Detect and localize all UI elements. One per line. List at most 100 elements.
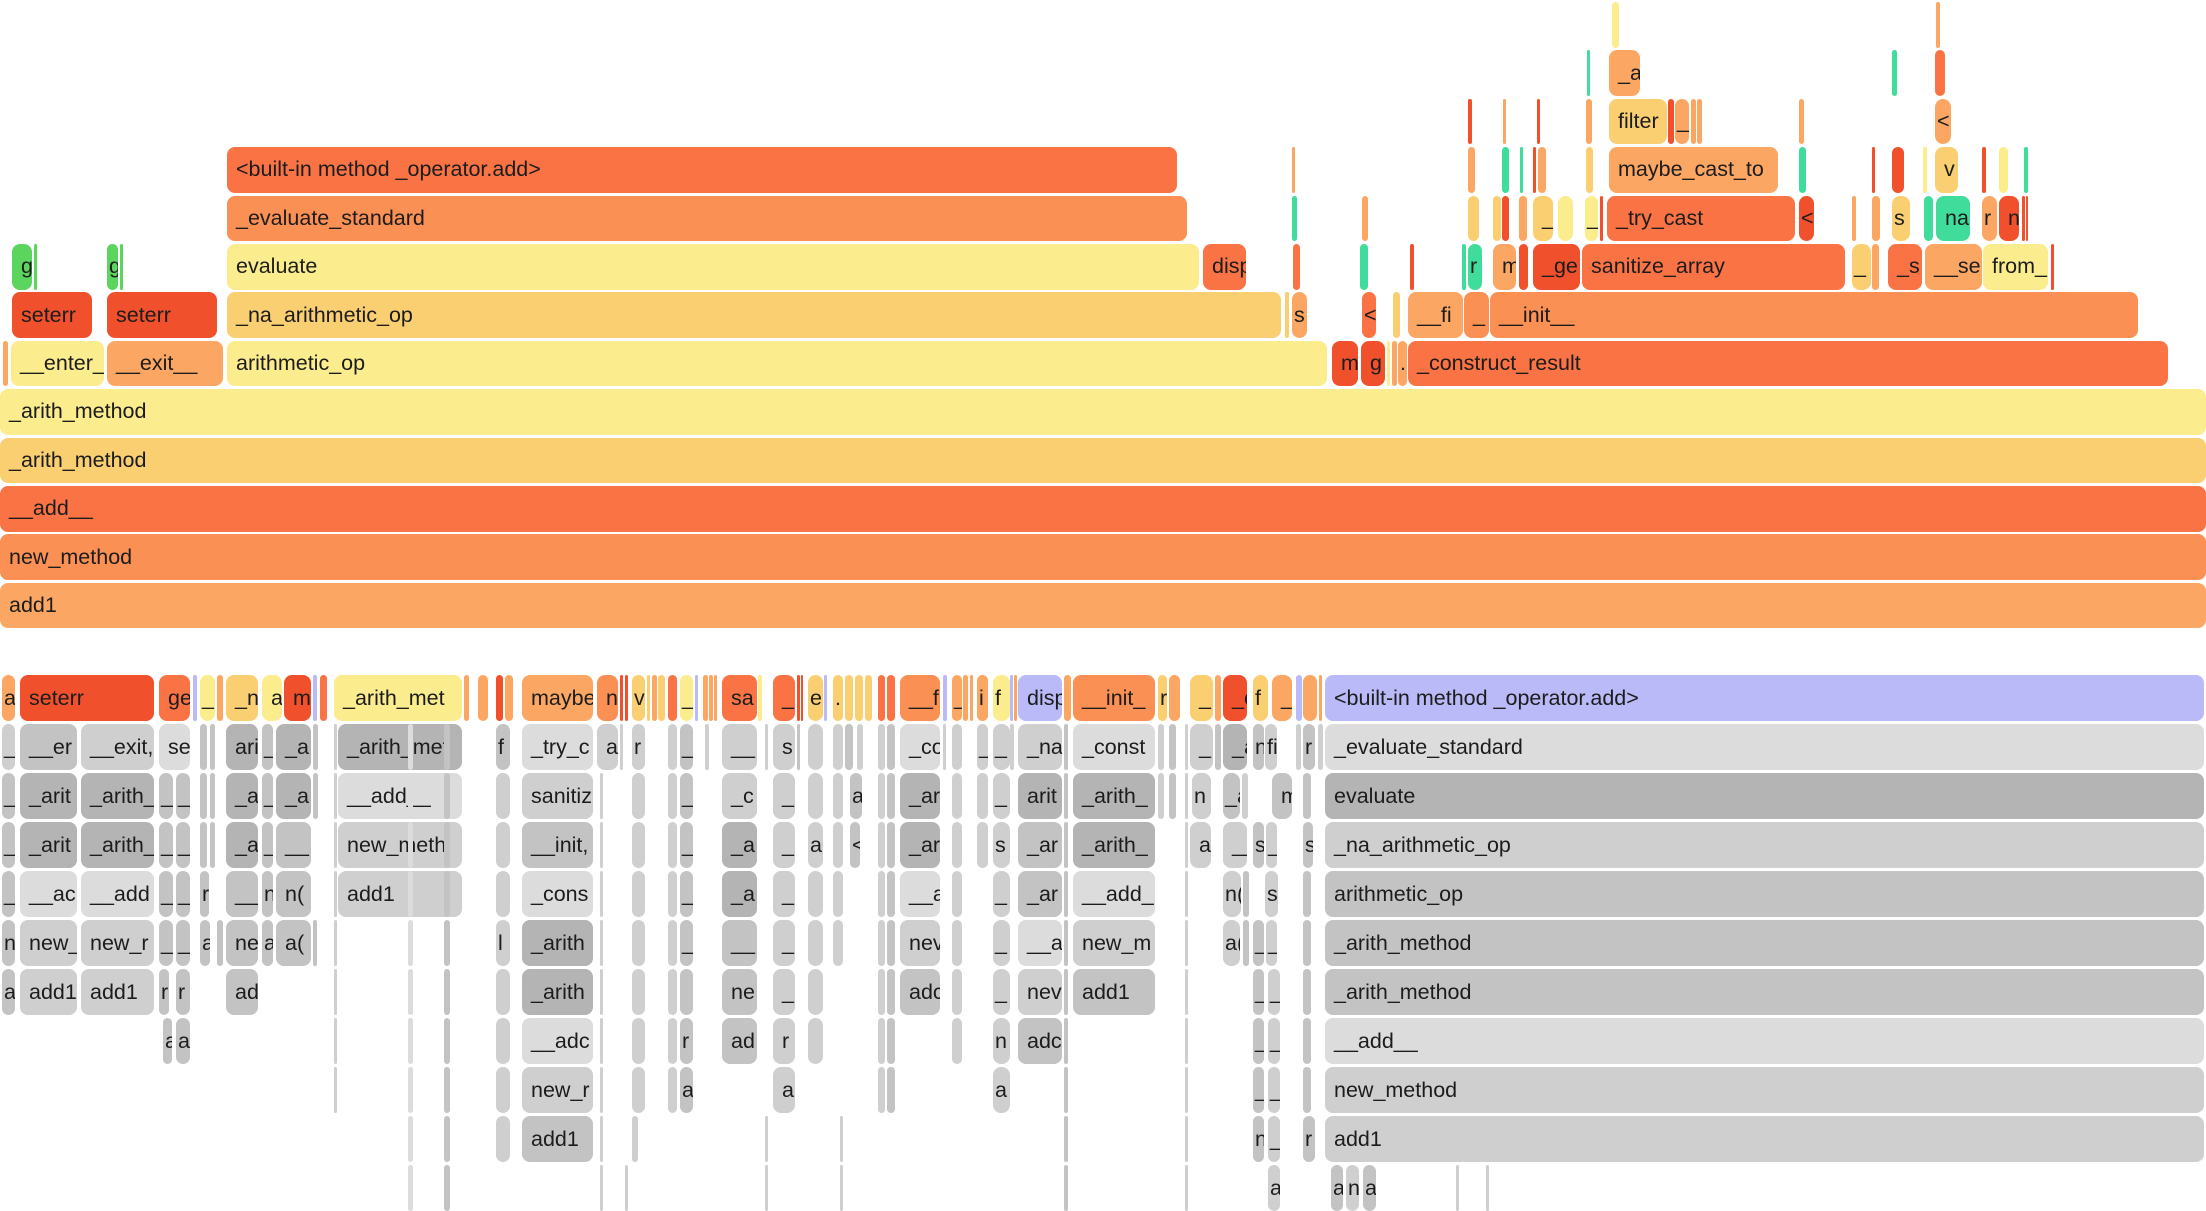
flame-frame[interactable] [444, 920, 450, 966]
flame-frame[interactable]: _ [262, 724, 273, 770]
flame-frame[interactable]: m [284, 675, 311, 721]
flame-frame[interactable]: l [496, 920, 510, 966]
flame-frame[interactable]: _ [159, 871, 173, 917]
flame-frame[interactable]: _ [1852, 244, 1871, 290]
flame-frame[interactable]: evaluate [1325, 773, 2204, 819]
flame-frame[interactable] [887, 675, 895, 721]
flame-frame[interactable] [1296, 675, 1302, 721]
flame-frame[interactable] [334, 969, 337, 1015]
flame-frame[interactable] [1486, 1165, 1489, 1211]
flame-frame[interactable] [444, 1116, 450, 1162]
flame-frame[interactable]: __exit__ [107, 340, 223, 387]
flame-frame[interactable]: _na [1018, 724, 1062, 770]
flame-frame[interactable]: _ [1253, 920, 1264, 966]
flame-frame[interactable]: _ar [1018, 822, 1062, 868]
flame-frame[interactable] [632, 920, 645, 966]
flame-frame[interactable] [878, 724, 885, 770]
flame-frame[interactable]: arithmetic_op [227, 340, 1327, 387]
flame-frame[interactable] [496, 675, 503, 721]
flame-frame[interactable] [210, 724, 215, 770]
flame-frame[interactable]: s [1292, 292, 1307, 338]
flame-frame[interactable] [765, 1165, 768, 1211]
flame-frame[interactable]: a [1331, 1165, 1343, 1211]
flame-frame[interactable]: <built-in method _operator.add> [1325, 675, 2204, 721]
flame-frame[interactable]: _co [900, 724, 940, 770]
flame-frame[interactable]: _ [1272, 675, 1292, 721]
flame-frame[interactable]: s [1892, 195, 1910, 242]
flame-frame[interactable] [334, 822, 337, 868]
flame-frame[interactable] [1502, 195, 1509, 242]
flame-frame[interactable] [1799, 147, 1806, 193]
flame-frame[interactable]: _a [1223, 724, 1247, 770]
flame-frame[interactable] [408, 1018, 413, 1064]
flame-frame[interactable]: _ [159, 822, 173, 868]
flame-frame[interactable] [1064, 920, 1068, 966]
flame-frame[interactable] [408, 1116, 413, 1162]
flame-frame[interactable] [1799, 98, 1804, 145]
flame-frame[interactable] [1303, 969, 1311, 1015]
flame-frame[interactable]: _ [773, 871, 795, 917]
flame-frame[interactable]: _evaluate_standard [227, 195, 1187, 242]
flame-frame[interactable] [1014, 675, 1017, 721]
flame-frame[interactable]: a [808, 822, 823, 868]
flame-frame[interactable]: n( [1223, 871, 1241, 917]
flame-frame[interactable] [878, 675, 885, 721]
flame-frame[interactable]: _const [1073, 724, 1155, 770]
flame-frame[interactable] [1456, 1165, 1459, 1211]
flame-frame[interactable] [464, 675, 469, 721]
flame-frame[interactable]: _a [276, 773, 311, 819]
flame-frame[interactable]: _ [977, 724, 988, 770]
flame-frame[interactable]: _ [200, 675, 215, 721]
flame-frame[interactable]: from_ [1983, 244, 2048, 290]
flame-frame[interactable]: a [176, 1018, 190, 1064]
flame-frame[interactable]: _a [276, 724, 311, 770]
flame-frame[interactable] [797, 724, 800, 770]
flame-frame[interactable]: new_r [522, 1067, 593, 1113]
flame-frame[interactable]: adc [900, 969, 940, 1015]
flame-frame[interactable] [1296, 724, 1301, 770]
flame-frame[interactable] [210, 773, 215, 819]
flame-frame[interactable]: < [850, 822, 860, 868]
flame-frame[interactable]: _ [993, 724, 1010, 770]
flame-frame[interactable]: __add__ [0, 486, 2206, 532]
flame-frame[interactable] [313, 920, 317, 966]
flame-frame[interactable]: filter [1609, 98, 1667, 145]
flame-frame[interactable]: sanitize_array [1582, 244, 1845, 290]
flame-frame[interactable] [845, 724, 853, 770]
flame-frame[interactable]: __exit, [81, 724, 154, 770]
flame-frame[interactable] [408, 773, 413, 819]
flame-frame[interactable] [1303, 675, 1317, 721]
flame-frame[interactable]: _arit [20, 822, 77, 868]
flame-frame[interactable]: _ [1268, 1116, 1280, 1162]
flame-frame[interactable] [1185, 1018, 1188, 1064]
flame-frame[interactable]: _ [773, 822, 795, 868]
flame-frame[interactable] [200, 773, 207, 819]
flame-frame[interactable] [444, 822, 450, 868]
flame-frame[interactable] [444, 871, 450, 917]
flame-frame[interactable] [1586, 98, 1592, 145]
flame-frame[interactable] [1318, 724, 1323, 770]
flame-frame[interactable]: n [1253, 1116, 1264, 1162]
flame-frame[interactable] [952, 822, 962, 868]
flame-frame[interactable]: disp [1203, 244, 1246, 290]
flame-frame[interactable] [600, 871, 603, 917]
flame-frame[interactable]: ad [722, 1018, 757, 1064]
flame-frame[interactable]: a [1190, 822, 1211, 868]
flame-frame[interactable] [1462, 244, 1466, 290]
flame-frame[interactable] [887, 724, 895, 770]
flame-frame[interactable]: f [993, 675, 1010, 721]
flame-frame[interactable] [1158, 773, 1164, 819]
flame-frame[interactable]: _ [159, 773, 173, 819]
flame-frame[interactable] [1387, 340, 1390, 387]
flame-frame[interactable]: arithmetic_op [1325, 871, 2204, 917]
flame-frame[interactable]: g [12, 244, 32, 290]
flame-frame[interactable] [313, 675, 317, 721]
flame-frame[interactable]: new_meth [338, 822, 462, 868]
flame-frame[interactable] [1064, 675, 1071, 721]
flame-frame[interactable]: r [1303, 724, 1315, 770]
flame-frame[interactable]: _na_arithmetic_op [227, 292, 1281, 338]
flame-frame[interactable] [1533, 147, 1536, 193]
flame-frame[interactable] [496, 773, 510, 819]
flame-frame[interactable] [408, 822, 413, 868]
flame-frame[interactable]: _a [722, 871, 757, 917]
